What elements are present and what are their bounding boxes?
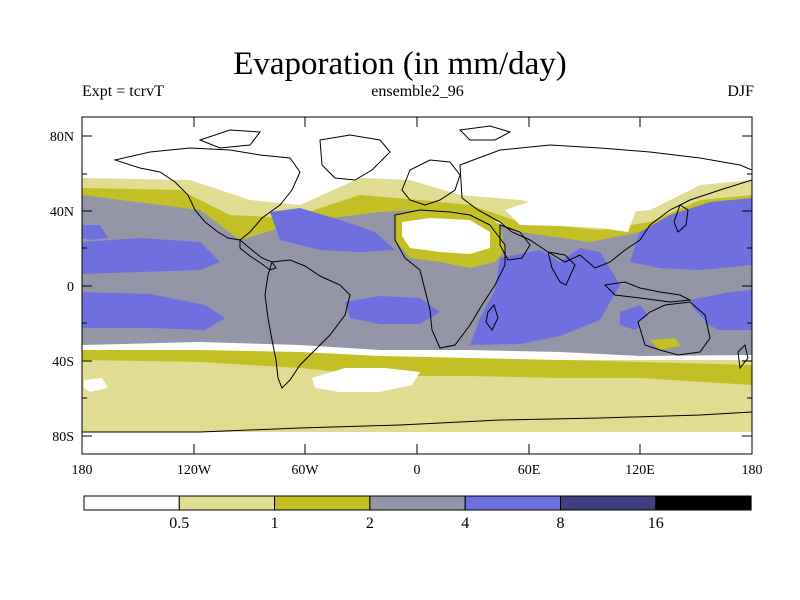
lat-label-0: 0 bbox=[67, 280, 74, 295]
colorbar-label: 1 bbox=[271, 515, 279, 532]
pacific-nw-blue bbox=[630, 198, 752, 270]
lon-label-60e: 60E bbox=[518, 463, 541, 478]
lon-label-180w: 180 bbox=[72, 463, 93, 478]
colorbar-swatch bbox=[178, 495, 276, 511]
sahara-core bbox=[402, 218, 490, 254]
lat-label-40n: 40N bbox=[50, 205, 74, 220]
band-1-2-south bbox=[82, 350, 752, 385]
lon-ticks bbox=[81, 117, 753, 454]
colorbar-swatch bbox=[369, 495, 466, 511]
lon-label-0: 0 bbox=[414, 463, 421, 478]
asia-dry bbox=[505, 195, 640, 232]
map-title: Evaporation (in mm/day) bbox=[233, 46, 567, 82]
colorbar: 0.5 1 2 4 8 16 bbox=[83, 495, 752, 532]
colorbar-swatch bbox=[464, 495, 562, 511]
atlantic-north-blue bbox=[270, 208, 395, 252]
map-field bbox=[82, 117, 752, 454]
colorbar-swatch bbox=[560, 495, 657, 511]
lon-label-180e: 180 bbox=[742, 463, 763, 478]
lon-label-120e: 120E bbox=[625, 463, 655, 478]
lat-ticks bbox=[82, 135, 752, 437]
lat-label-40s: 40S bbox=[52, 355, 74, 370]
pacific-north-blue bbox=[82, 238, 220, 274]
antarctic bbox=[82, 432, 752, 454]
atlantic-south-blue bbox=[345, 296, 440, 324]
colorbar-label: 0.5 bbox=[169, 515, 189, 532]
ensemble-label: ensemble2_96 bbox=[371, 83, 464, 100]
pacific-sw-blue bbox=[690, 290, 752, 330]
colorbar-swatch bbox=[83, 495, 180, 511]
lat-label-80s: 80S bbox=[52, 430, 74, 445]
pacific-west-blue bbox=[82, 225, 108, 240]
colorbar-label: 16 bbox=[648, 515, 664, 532]
south-pacific-white bbox=[84, 378, 108, 392]
colorbar-swatch bbox=[274, 495, 371, 511]
colorbar-label: 4 bbox=[461, 515, 469, 532]
pacific-south-blue bbox=[82, 292, 225, 330]
lon-label-120w: 120W bbox=[177, 463, 212, 478]
colorbar-swatch bbox=[655, 495, 752, 511]
indian-blue bbox=[470, 248, 620, 345]
coastlines bbox=[82, 125, 752, 433]
lat-label-80n: 80N bbox=[50, 130, 74, 145]
experiment-label: Expt = tcrvT bbox=[82, 83, 164, 100]
band-1-2-north bbox=[82, 188, 752, 250]
south-atlantic-white bbox=[312, 368, 420, 392]
colorbar-label: 8 bbox=[557, 515, 565, 532]
colorbar-label: 2 bbox=[366, 515, 374, 532]
season-label: DJF bbox=[727, 83, 754, 100]
lon-label-60w: 60W bbox=[291, 463, 319, 478]
australia-south-dry bbox=[650, 338, 680, 350]
